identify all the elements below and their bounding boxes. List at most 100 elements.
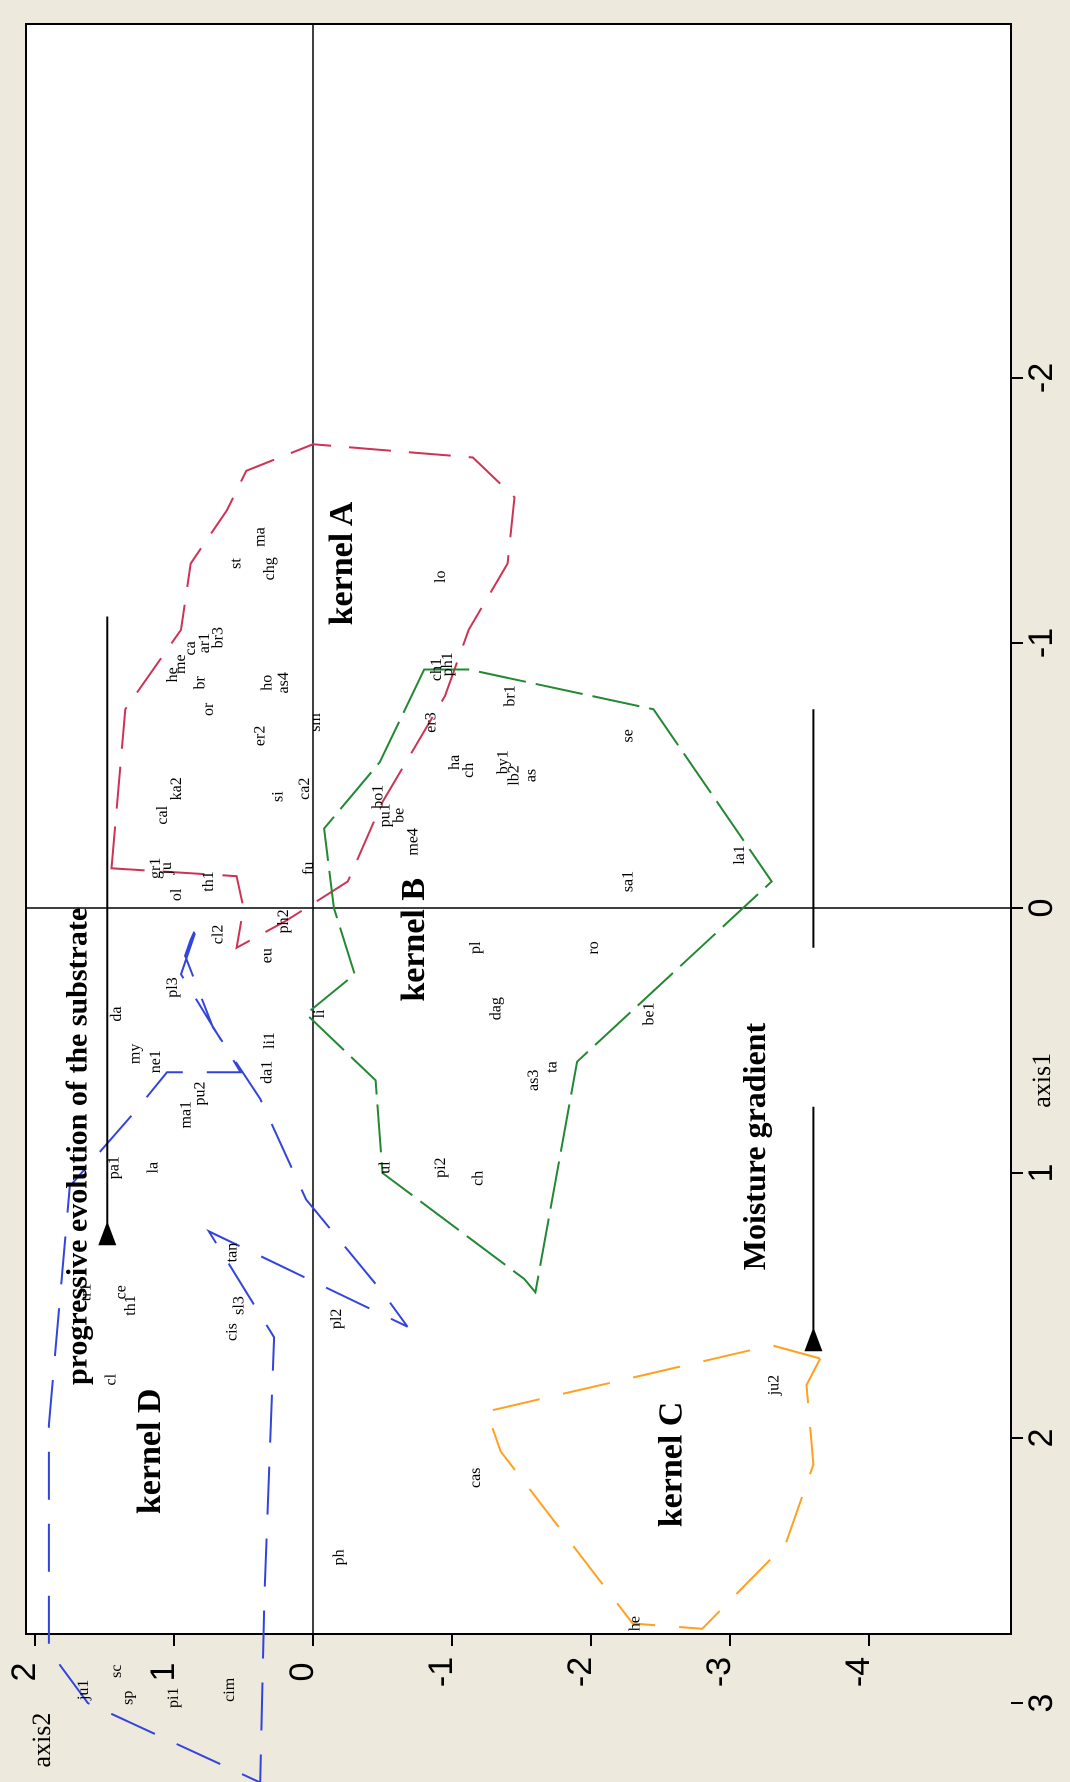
x-tick-label: 2 [1022, 1429, 1060, 1448]
point-label: la1 [731, 845, 748, 865]
moisture-arrow-upper-head [804, 1327, 823, 1352]
point-label: ch [470, 1171, 487, 1186]
annotation-4: kernel C [652, 1402, 689, 1528]
point-label: ne1 [147, 1050, 164, 1073]
point-label: by1 [495, 750, 512, 774]
point-label: pi2 [432, 1157, 449, 1177]
point-label: ca2 [296, 778, 313, 800]
point-label: ju2 [766, 1375, 783, 1396]
point-label: ha [446, 755, 463, 770]
point-label: dag [488, 997, 505, 1020]
point-label: as4 [275, 672, 292, 693]
point-label: my [126, 1044, 143, 1064]
hull-kernel-a [110, 443, 516, 950]
point-label: lb2 [506, 765, 523, 785]
point-label: as [522, 769, 539, 782]
point-label: pl3 [164, 977, 181, 997]
point-label: sm [307, 713, 324, 732]
point-label: ma [251, 527, 268, 547]
point-label: lo [432, 571, 449, 583]
point-label: fu [300, 862, 317, 875]
point-label: da [108, 1006, 125, 1021]
y-tick-label: -4 [839, 1657, 877, 1687]
point-label: ch1 [428, 658, 445, 681]
point-label: me [172, 654, 189, 674]
point-label: li1 [261, 1032, 278, 1049]
point-label: sa1 [620, 871, 637, 892]
annotation-2: kernel A [323, 501, 360, 625]
point-label: cis [224, 1323, 241, 1341]
point-label: ul [376, 1161, 393, 1174]
point-label: be [390, 808, 407, 823]
hull-kernel-b [304, 668, 774, 1295]
point-label: si [269, 791, 286, 802]
annotation-3: kernel B [395, 878, 432, 1002]
point-label: me4 [404, 828, 421, 856]
x-axis-label: axis1 [1027, 1053, 1056, 1108]
point-label: he [627, 1616, 644, 1631]
point-label: se [620, 729, 637, 742]
point-label: sp [119, 1691, 136, 1705]
x-tick-label: 0 [1022, 899, 1060, 918]
point-label: he [164, 667, 181, 682]
point-label: la [144, 1162, 161, 1174]
y-tick-label: 0 [283, 1663, 321, 1682]
point-label: ho [258, 675, 275, 691]
point-label: th1 [200, 871, 217, 891]
point-label: cl [103, 1373, 120, 1385]
point-label: er3 [422, 712, 439, 732]
point-label: ch [460, 763, 477, 778]
x-tick-label: -2 [1022, 363, 1060, 393]
x-tick-label: 3 [1022, 1694, 1060, 1713]
point-label: ro [585, 941, 602, 954]
point-label: ta [543, 1061, 560, 1073]
point-label: gr1 [147, 858, 164, 879]
reference-lines [26, 24, 1011, 1634]
point-label: er2 [251, 726, 268, 746]
point-label: ca [182, 641, 199, 655]
annotation-0: progressive evolution of the substrate [60, 908, 93, 1385]
gradient-arrows [98, 616, 823, 1352]
point-label: ar1 [196, 633, 213, 653]
y-tick-label: -2 [561, 1657, 599, 1687]
y-axis-label: axis2 [27, 1713, 56, 1768]
annotations: progressive evolution of the substrate Mo… [60, 501, 771, 1527]
point-label: be1 [641, 1002, 658, 1025]
point-label: ju1 [75, 1680, 92, 1701]
point-label: da1 [258, 1061, 275, 1084]
point-label: ph2 [275, 909, 292, 933]
kernel-hulls [47, 443, 822, 1782]
y-tick-label: 1 [144, 1663, 182, 1682]
point-label: br3 [210, 627, 227, 648]
point-label: ce [112, 1285, 129, 1299]
hull-kernel-d [47, 920, 409, 1782]
point-label: chg [261, 557, 278, 580]
point-label: pu2 [192, 1082, 209, 1106]
point-label: pi1 [165, 1688, 182, 1708]
point-label: pl2 [328, 1309, 345, 1329]
point-label: sl3 [231, 1296, 248, 1315]
point-label: li [311, 1009, 328, 1018]
x-tick-label: -1 [1022, 628, 1060, 658]
point-label: sc [108, 1665, 125, 1678]
y-tick-label: -3 [700, 1657, 738, 1687]
point-label: or [200, 702, 217, 716]
annotation-5: kernel D [131, 1389, 168, 1515]
point-label: ph [331, 1549, 348, 1565]
y-tick-label: 2 [5, 1663, 43, 1682]
point-label: ol [168, 888, 185, 901]
point-label: ju [158, 862, 175, 875]
point-label: ma1 [178, 1101, 195, 1129]
point-label: ka2 [168, 777, 185, 800]
point-label: pl [467, 941, 484, 954]
axis-ticks: -2 -1 0 1 2 3 2 1 0 -1 -2 -3 -4 [5, 363, 1060, 1713]
plot-area [25, 23, 1012, 1635]
point-label: st [228, 558, 245, 569]
point-label: pa1 [105, 1156, 122, 1179]
substrate-arrow-head [98, 1221, 117, 1246]
point-label: cas [467, 1468, 484, 1488]
point-label: pu1 [376, 803, 393, 827]
y-tick-label: -1 [422, 1657, 460, 1687]
